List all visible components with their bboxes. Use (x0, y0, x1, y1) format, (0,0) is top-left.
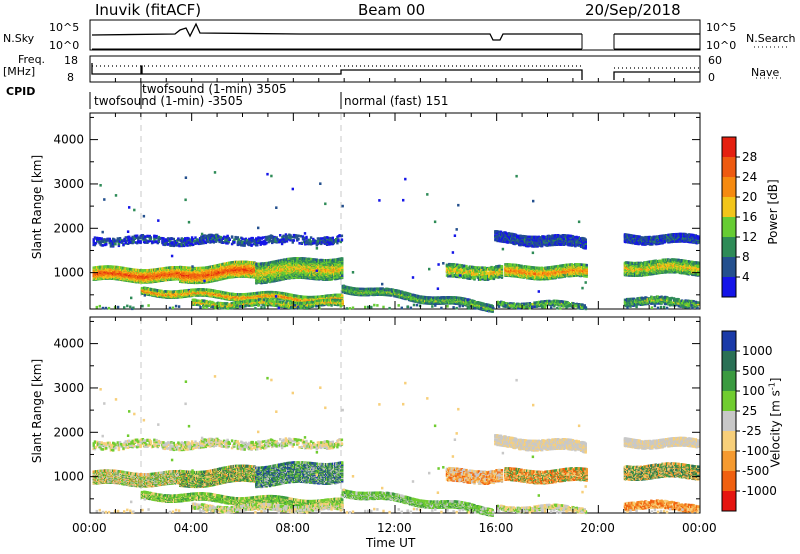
nsky-trace (92, 24, 700, 40)
nsky-baseline (92, 34, 700, 49)
nsky-panel-frame (90, 20, 700, 50)
nave-trace (92, 66, 700, 68)
rti-plot-canvas: 10002000300040001000200030004000 4812162… (0, 0, 800, 554)
time-markers (141, 114, 341, 512)
power-heatmap (93, 171, 700, 313)
